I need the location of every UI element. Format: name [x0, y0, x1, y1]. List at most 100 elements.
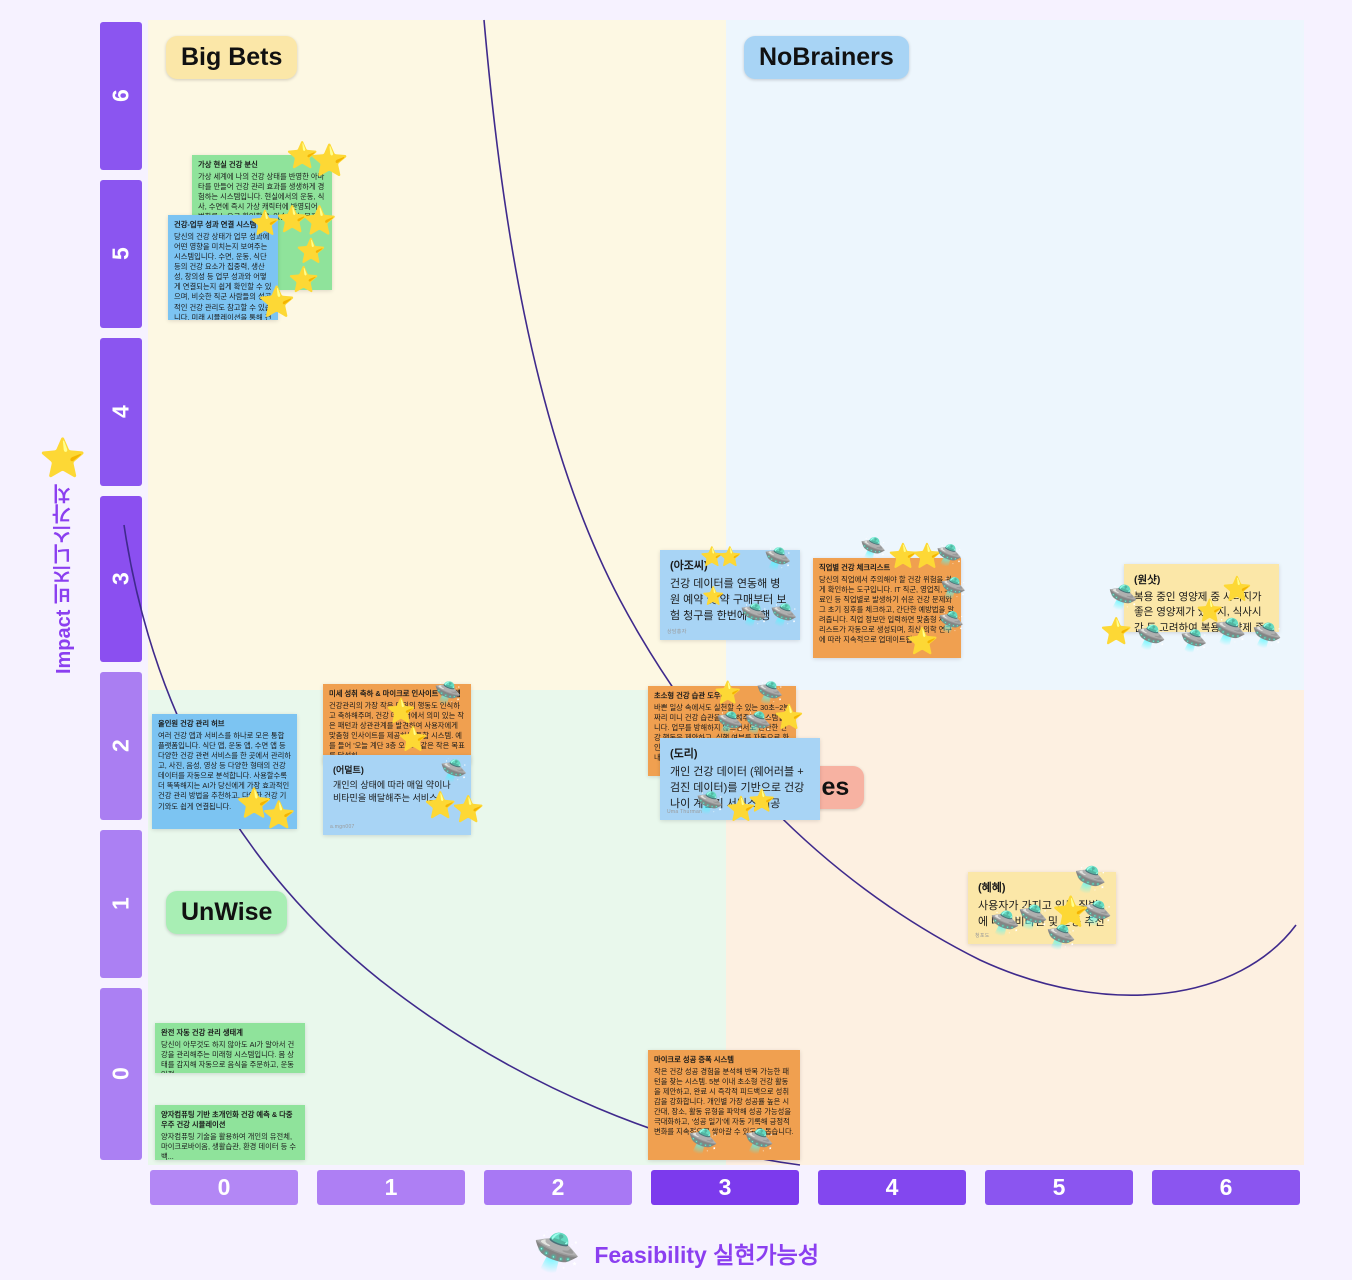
ufo-icon: 🛸	[1074, 864, 1107, 894]
ufo-icon: 🛸	[532, 1232, 581, 1274]
quadrant-label-nobrainers[interactable]: NoBrainers	[744, 36, 909, 79]
idea-card[interactable]: 완전 자동 건강 관리 생태계 당신이 아무것도 하지 않아도 AI가 알아서 …	[155, 1023, 305, 1073]
y-tick-3[interactable]: 3	[100, 496, 142, 662]
ufo-icon: 🛸	[1252, 622, 1282, 649]
idea-card[interactable]: 올인원 건강 관리 허브 여러 건강 앱과 서비스를 하나로 모은 통합 플랫폼…	[152, 714, 297, 829]
star-icon: ⭐	[452, 794, 485, 824]
star-icon: ⭐	[888, 543, 918, 570]
star-icon: ⭐	[714, 680, 742, 705]
star-icon: ⭐	[286, 140, 319, 170]
ufo-icon: 🛸	[744, 1128, 774, 1155]
ufo-icon: 🛸	[696, 790, 724, 815]
idea-card[interactable]: (도리) 개인 건강 데이터 (웨어러블 + 검진 데이터)를 기반으로 건강나…	[660, 738, 820, 820]
ufo-icon: 🛸	[740, 602, 768, 627]
card-body: 개인 건강 데이터 (웨어러블 + 검진 데이터)를 기반으로 건강나이 계산기…	[670, 765, 805, 810]
card-body: 당신이 아무것도 하지 않아도 AI가 알아서 건강을 관리해주는 미래형 시스…	[161, 1040, 295, 1073]
card-title: 올인원 건강 관리 허브	[158, 719, 225, 728]
ufo-icon: 🛸	[1136, 624, 1166, 651]
card-body: 건강 데이터를 연동해 병원 예약 및 약 구매부터 보험 청구를 한번에 진행	[670, 577, 787, 622]
card-author: a.mgn007	[330, 823, 355, 830]
star-icon: ⭐	[310, 143, 349, 178]
idea-card[interactable]: 직업별 건강 체크리스트 당신의 직업에서 주의해야 할 건강 위험을 쉽게 확…	[813, 558, 961, 658]
star-icon: ⭐	[424, 790, 457, 820]
ufo-icon: 🛸	[1180, 628, 1208, 653]
star-icon: ⭐	[302, 205, 337, 236]
ufo-icon: 🛸	[688, 1128, 718, 1155]
y-tick-2[interactable]: 2	[100, 672, 142, 820]
idea-card[interactable]: 양자컴퓨팅 기반 초개인화 건강 예측 & 다중우주 건강 시뮬레이션 양자컴퓨…	[155, 1105, 305, 1160]
ufo-icon: 🛸	[1018, 904, 1048, 931]
star-icon: ⭐	[276, 204, 309, 234]
card-body: 사용자가 가지고 있는 질병에 따라 비타민 및 운동 추천	[978, 899, 1105, 928]
star-icon: ⭐	[1222, 576, 1252, 603]
x-tick-4[interactable]: 4	[818, 1170, 966, 1205]
card-title: 직업별 건강 체크리스트	[819, 563, 891, 572]
card-body: 당신의 건강 상태가 업무 성과에 어떤 영향을 미치는지 보여주는 시스템입니…	[174, 232, 272, 320]
x-tick-0[interactable]: 0	[150, 1170, 298, 1205]
x-tick-1[interactable]: 1	[317, 1170, 465, 1205]
ufo-icon: 🛸	[744, 710, 772, 735]
y-tick-1[interactable]: 1	[100, 830, 142, 978]
star-icon: ⭐	[258, 286, 296, 319]
x-axis-title-text: Feasibility 실현가능성	[594, 1242, 819, 1268]
card-title: (어덜트)	[333, 765, 364, 775]
idea-card[interactable]: 미세 성취 축하 & 마이크로 인사이트 시스템 건강관리의 가장 작은 단위의…	[323, 684, 471, 764]
star-icon: ⭐	[700, 547, 724, 568]
ufo-icon: 🛸	[1214, 616, 1247, 646]
star-icon: ⭐	[1196, 598, 1224, 623]
card-title: 마이크로 성공 증폭 시스템	[654, 1055, 734, 1064]
card-body: 작은 건강 성공 경험을 분석해 반복 가능한 패턴을 찾는 시스템. 5분 이…	[654, 1067, 794, 1137]
quadrant-big-bets	[148, 20, 726, 690]
star-icon: ⭐	[250, 210, 280, 237]
star-icon: ⭐	[386, 698, 416, 725]
y-tick-6[interactable]: 6	[100, 22, 142, 170]
star-icon: ⭐	[39, 438, 87, 480]
quadrant-label-unwise[interactable]: UnWise	[166, 891, 288, 934]
star-icon: ⭐	[1100, 616, 1133, 646]
card-title: (아조씨)	[670, 560, 708, 572]
ufo-icon: 🛸	[716, 710, 744, 735]
card-title: 건강-업무 성과 연결 시스템	[174, 220, 257, 229]
star-icon: ⭐	[1052, 896, 1090, 929]
card-title: (혜혜)	[978, 882, 1006, 894]
x-tick-2[interactable]: 2	[484, 1170, 632, 1205]
ufo-icon: 🛸	[1108, 584, 1138, 611]
y-tick-0[interactable]: 0	[100, 988, 142, 1160]
card-author: 청포도	[975, 932, 990, 939]
star-icon: ⭐	[726, 796, 756, 823]
x-tick-6[interactable]: 6	[1152, 1170, 1300, 1205]
ufo-icon: 🛸	[938, 611, 965, 634]
card-author: 상담홍자	[667, 628, 687, 635]
card-title: 완전 자동 건강 관리 생태계	[161, 1028, 243, 1037]
card-body: 개인의 상태에 따라 매일 약이나 비타민을 배달해주는 서비스	[333, 780, 451, 804]
star-icon: ⭐	[296, 238, 326, 265]
star-icon: ⭐	[236, 788, 273, 820]
y-tick-5[interactable]: 5	[100, 180, 142, 328]
idea-card[interactable]: (혜혜) 사용자가 가지고 있는 질병에 따라 비타민 및 운동 추천 청포도	[968, 872, 1116, 944]
x-tick-3[interactable]: 3	[651, 1170, 799, 1205]
star-icon: ⭐	[906, 626, 939, 656]
idea-card[interactable]: 마이크로 성공 증폭 시스템 작은 건강 성공 경험을 분석해 반복 가능한 패…	[648, 1050, 800, 1160]
ufo-icon: 🛸	[756, 680, 784, 705]
idea-card[interactable]: (아조씨) 건강 데이터를 연동해 병원 예약 및 약 구매부터 보험 청구를 …	[660, 550, 800, 640]
ufo-icon: 🛸	[940, 577, 967, 600]
ufo-icon: 🛸	[1046, 924, 1076, 951]
quadrant-label-big-bets[interactable]: Big Bets	[166, 36, 298, 79]
y-tick-4[interactable]: 4	[100, 338, 142, 486]
ufo-icon: 🛸	[990, 910, 1020, 937]
card-body: 양자컴퓨팅 기술을 활용하여 개인의 유전체, 마이크로바이옴, 생활습관, 환…	[161, 1132, 297, 1160]
star-icon: ⭐	[288, 266, 320, 294]
card-author: Uma Thurman	[667, 808, 703, 815]
ufo-icon: 🛸	[764, 546, 792, 571]
idea-card[interactable]: (어덜트) 개인의 상태에 따라 매일 약이나 비타민을 배달해주는 서비스 a…	[323, 755, 471, 835]
star-icon: ⭐	[748, 788, 776, 813]
x-tick-5[interactable]: 5	[985, 1170, 1133, 1205]
ufo-icon: 🛸	[440, 758, 468, 783]
card-title: 미세 성취 축하 & 마이크로 인사이트 시스템	[329, 689, 461, 698]
star-icon: ⭐	[702, 586, 725, 606]
idea-card[interactable]: 건강-업무 성과 연결 시스템 당신의 건강 상태가 업무 성과에 어떤 영향을…	[168, 215, 278, 320]
card-body: 여러 건강 앱과 서비스를 하나로 모은 통합 플랫폼입니다. 식단 앱, 운동…	[158, 731, 291, 811]
y-axis-label: ⭐ Impact 비즈니스가치	[28, 440, 98, 860]
idea-card[interactable]: (원샷) 복용 중인 영양제 중 시너지가 좋은 영양제가 있는지, 식사시간 …	[1124, 564, 1279, 632]
